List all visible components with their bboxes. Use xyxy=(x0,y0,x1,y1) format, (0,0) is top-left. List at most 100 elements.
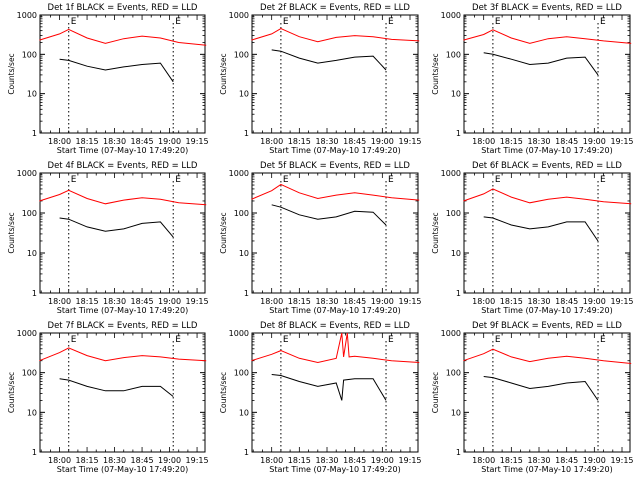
y-tick-label: 1000 xyxy=(229,11,249,20)
x-tick-label: 18:00 xyxy=(472,137,495,146)
x-tick-label: 18:15 xyxy=(500,137,523,146)
panel-title: Det 2f BLACK = Events, RED = LLD xyxy=(260,3,410,13)
x-axis-label: Start Time (07-May-10 17:49:20) xyxy=(269,306,400,315)
event-start-label: E xyxy=(495,175,501,185)
x-tick-label: 18:45 xyxy=(555,456,578,465)
detector-panel-7: Det 7f BLACK = Events, RED = LLD 1 10 100 10… xyxy=(7,321,209,474)
y-tick-label: 100 xyxy=(22,50,37,59)
event-end-label: E xyxy=(175,17,181,27)
y-tick-label: 1 xyxy=(456,129,461,138)
y-tick-label: 10 xyxy=(27,249,37,258)
x-tick-label: 18:30 xyxy=(103,297,126,306)
x-tick-label: 18:45 xyxy=(555,137,578,146)
events-rate-line xyxy=(59,378,174,397)
x-tick-label: 19:00 xyxy=(158,137,181,146)
event-start-label: E xyxy=(283,17,289,27)
lld-rate-line xyxy=(251,332,420,364)
y-axis-label: Counts/sec xyxy=(431,372,440,413)
x-tick-label: 18:15 xyxy=(500,456,523,465)
y-tick-label: 100 xyxy=(234,50,249,59)
panel-title: Det 1f BLACK = Events, RED = LLD xyxy=(48,3,198,13)
events-rate-line xyxy=(271,49,387,71)
y-tick-label: 10 xyxy=(239,408,249,417)
plot-frame xyxy=(39,14,206,134)
plot-frame xyxy=(463,172,631,294)
x-tick-label: 18:45 xyxy=(131,456,154,465)
detector-panel-8: Det 8f BLACK = Events, RED = LLD 1 10 100 10… xyxy=(219,321,422,474)
x-tick-label: 19:15 xyxy=(610,297,633,306)
x-tick-label: 18:00 xyxy=(260,456,283,465)
events-rate-line xyxy=(483,216,599,242)
panel-title: Det 8f BLACK = Events, RED = LLD xyxy=(260,321,410,331)
y-tick-label: 10 xyxy=(27,408,37,417)
x-tick-label: 18:15 xyxy=(288,456,311,465)
x-axis-label: Start Time (07-May-10 17:49:20) xyxy=(481,465,612,474)
event-start-label: E xyxy=(71,17,77,27)
y-axis-label: Counts/sec xyxy=(219,372,228,413)
x-tick-label: 18:45 xyxy=(343,297,366,306)
y-tick-label: 100 xyxy=(234,369,249,378)
x-axis-label: Start Time (07-May-10 17:49:20) xyxy=(481,146,612,155)
x-tick-label: 19:15 xyxy=(186,456,209,465)
x-tick-label: 18:30 xyxy=(315,297,338,306)
lld-rate-line xyxy=(463,188,632,205)
y-tick-label: 1000 xyxy=(441,169,461,178)
y-axis-label: Counts/sec xyxy=(7,212,16,253)
plot-frame xyxy=(251,172,419,294)
event-end-label: E xyxy=(600,175,606,185)
y-tick-label: 1000 xyxy=(229,169,249,178)
x-tick-label: 18:00 xyxy=(48,297,71,306)
detector-panel-4: Det 4f BLACK = Events, RED = LLD 1 10 100 10… xyxy=(7,161,209,315)
lld-rate-line xyxy=(251,183,420,201)
x-tick-label: 18:15 xyxy=(500,297,523,306)
x-tick-label: 19:15 xyxy=(610,137,633,146)
y-axis-label: Counts/sec xyxy=(7,53,16,94)
x-tick-label: 18:45 xyxy=(343,137,366,146)
event-end-label: E xyxy=(388,175,394,185)
lld-rate-line xyxy=(463,348,632,364)
x-tick-label: 19:15 xyxy=(610,456,633,465)
x-tick-label: 18:30 xyxy=(527,297,550,306)
plot-frame xyxy=(251,14,419,134)
x-tick-label: 19:00 xyxy=(158,297,181,306)
panel-title: Det 9f BLACK = Events, RED = LLD xyxy=(472,321,622,331)
lld-rate-line xyxy=(39,189,207,206)
y-tick-label: 1000 xyxy=(17,169,37,178)
y-tick-label: 10 xyxy=(451,408,461,417)
y-axis-label: Counts/sec xyxy=(431,212,440,253)
y-tick-label: 1 xyxy=(32,448,37,457)
x-tick-label: 18:00 xyxy=(260,297,283,306)
x-axis-label: Start Time (07-May-10 17:49:20) xyxy=(269,465,400,474)
y-tick-label: 100 xyxy=(234,209,249,218)
y-axis-label: Counts/sec xyxy=(431,53,440,94)
x-tick-label: 18:15 xyxy=(76,137,99,146)
y-axis-label: Counts/sec xyxy=(7,372,16,413)
x-tick-label: 18:30 xyxy=(527,137,550,146)
plot-frame xyxy=(463,332,631,453)
x-tick-label: 19:15 xyxy=(398,297,421,306)
events-rate-line xyxy=(271,204,387,226)
x-axis-label: Start Time (07-May-10 17:49:20) xyxy=(57,306,188,315)
detector-panel-2: Det 2f BLACK = Events, RED = LLD 1 10 100 10… xyxy=(219,3,422,155)
x-axis-label: Start Time (07-May-10 17:49:20) xyxy=(57,465,188,474)
x-tick-label: 18:45 xyxy=(343,456,366,465)
plot-frame xyxy=(463,14,631,134)
y-tick-label: 100 xyxy=(22,209,37,218)
plot-frame xyxy=(251,332,419,453)
x-tick-label: 18:45 xyxy=(555,297,578,306)
y-tick-label: 100 xyxy=(22,369,37,378)
event-start-label: E xyxy=(283,175,289,185)
y-tick-label: 100 xyxy=(446,50,461,59)
event-start-label: E xyxy=(71,175,77,185)
x-tick-label: 18:15 xyxy=(76,456,99,465)
x-tick-label: 18:30 xyxy=(315,137,338,146)
event-end-label: E xyxy=(388,17,394,27)
y-tick-label: 1 xyxy=(244,289,249,298)
x-tick-label: 19:00 xyxy=(583,137,606,146)
event-end-label: E xyxy=(175,175,181,185)
x-axis-label: Start Time (07-May-10 17:49:20) xyxy=(57,146,188,155)
x-tick-label: 19:00 xyxy=(371,137,394,146)
x-axis-label: Start Time (07-May-10 17:49:20) xyxy=(481,306,612,315)
y-tick-label: 1 xyxy=(456,289,461,298)
